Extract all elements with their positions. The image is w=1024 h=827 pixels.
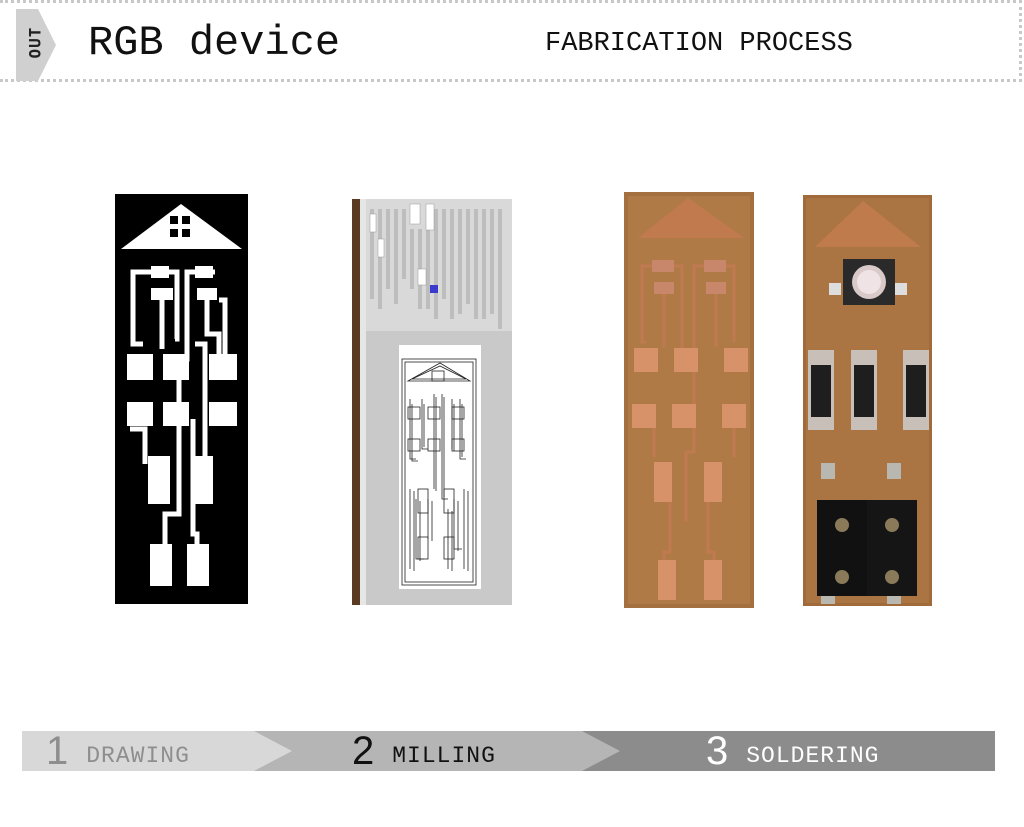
- page-subtitle: FABRICATION PROCESS: [545, 29, 853, 59]
- step-number: 1: [46, 729, 69, 773]
- header: OUT RGB device FABRICATION PROCESS: [0, 0, 1022, 82]
- step-number: 3: [706, 729, 729, 773]
- page-title: RGB device: [88, 19, 341, 67]
- soldered-board-photo: [803, 195, 932, 606]
- step-label: SOLDERING: [746, 743, 880, 769]
- pcb-drawing-image: [115, 194, 248, 604]
- out-tag: OUT: [16, 9, 58, 81]
- step-number: 2: [352, 729, 375, 773]
- cad-software-screenshot: [352, 199, 512, 605]
- step-drawing: 1 DRAWING: [46, 731, 190, 771]
- tag-arrow-icon: [16, 9, 56, 81]
- milled-board-photo: [624, 192, 754, 608]
- steps-background: [22, 731, 995, 771]
- step-label: DRAWING: [86, 743, 190, 769]
- out-tag-label: OUT: [25, 26, 45, 59]
- step-label: MILLING: [392, 743, 496, 769]
- step-milling: 2 MILLING: [352, 731, 496, 771]
- step-soldering: 3 SOLDERING: [706, 731, 879, 771]
- process-steps-bar: 1 DRAWING 2 MILLING 3 SOLDERING: [22, 731, 995, 771]
